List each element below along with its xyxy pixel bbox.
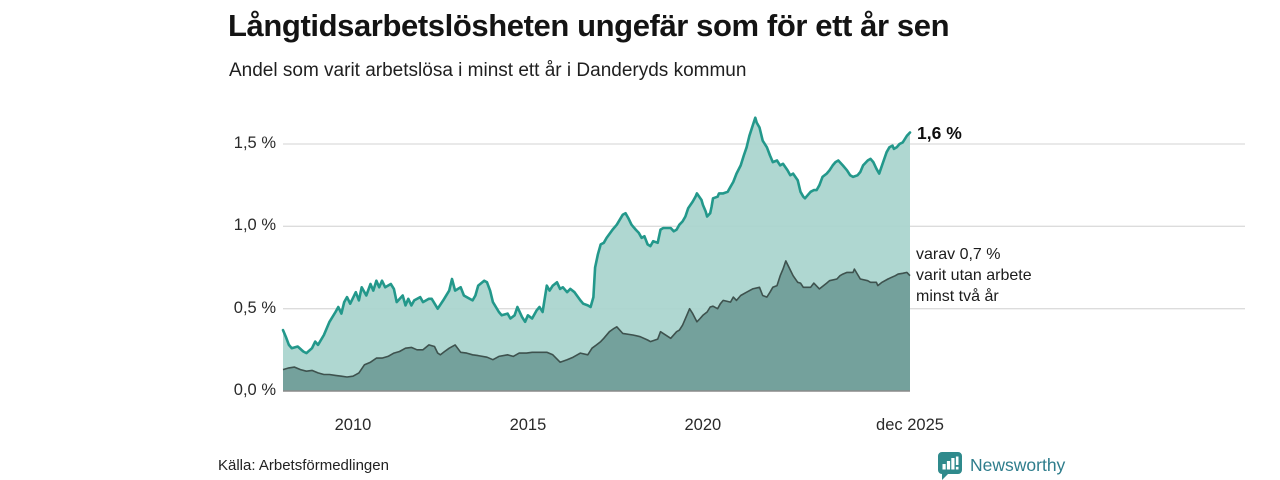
series-min-one-year-line xyxy=(281,116,912,355)
x-tick-label: dec 2025 xyxy=(876,416,944,434)
logo-wordmark: Newsworthy xyxy=(970,455,1066,475)
x-tick-label: 2010 xyxy=(334,416,372,434)
source-attribution: Källa: Arbetsförmedlingen xyxy=(218,457,389,474)
newsworthy-logo: Newsworthy xyxy=(937,451,1065,480)
series1-end-value-label: 1,6 % xyxy=(917,123,962,143)
y-tick-label: 0,5 % xyxy=(233,298,276,317)
page-subtitle: Andel som varit arbetslösa i minst ett å… xyxy=(229,60,747,81)
series-min-two-years-area xyxy=(283,260,910,391)
y-tick-label: 1,0 % xyxy=(233,216,276,235)
x-tick-label: 2020 xyxy=(684,416,722,434)
x-tick-label: 2015 xyxy=(509,416,547,434)
y-tick-label: 1,5 % xyxy=(233,134,276,152)
page-title: Långtidsarbetslösheten ungefär som för e… xyxy=(228,8,950,43)
series-min-two-years-line xyxy=(282,260,911,378)
y-tick-label: 0,0 % xyxy=(233,381,276,399)
bar-chart-bubble-icon xyxy=(938,452,962,480)
series2-end-value-label: varav 0,7 % varit utan arbete minst två … xyxy=(916,246,1032,305)
